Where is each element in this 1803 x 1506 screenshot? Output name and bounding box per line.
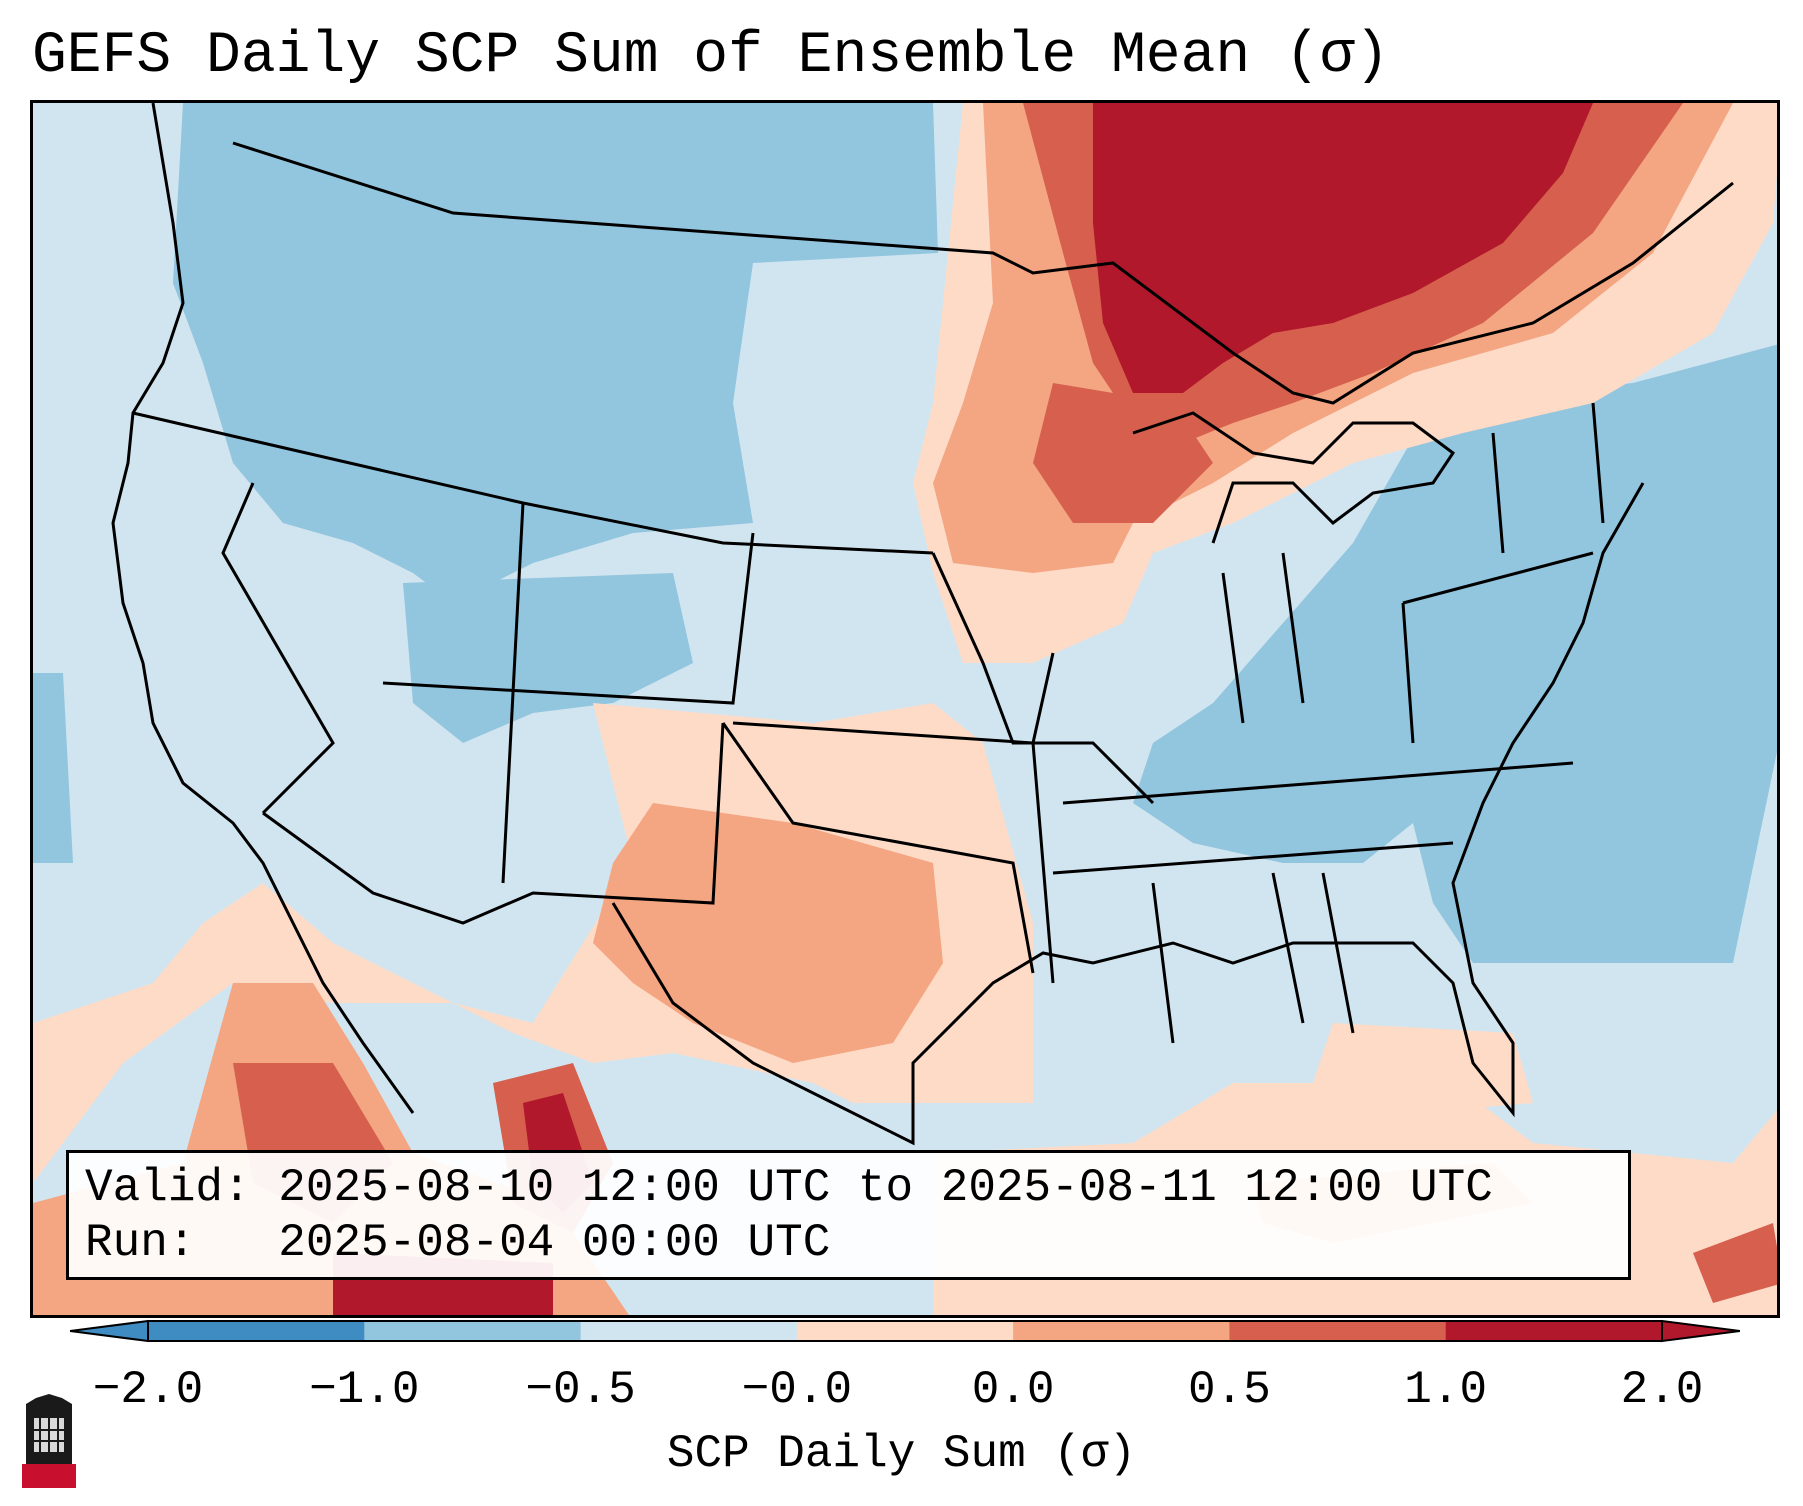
boundary-lines <box>111 103 1734 1146</box>
colorbar-tick-label: −1.0 <box>309 1364 420 1416</box>
negative-anomaly-pacific <box>33 673 73 863</box>
map-panel <box>30 100 1780 1318</box>
colorbar-extend-high <box>1661 1319 1740 1343</box>
colorbar-tick-label: −0.5 <box>525 1364 636 1416</box>
colorbar-tick-label: 1.0 <box>1404 1364 1488 1416</box>
utah-arizona-line <box>501 502 525 884</box>
colorbar-outline <box>147 1320 1663 1342</box>
negative-anomaly-east-atlantic <box>1133 344 1777 963</box>
northeast-state-lines <box>1402 402 1605 605</box>
logo-badge-icon <box>22 1464 76 1488</box>
midwest-state-lines <box>1221 552 1415 744</box>
moderate-anomaly-texas <box>593 803 943 1063</box>
colorbar-tick-label: 0.5 <box>1188 1364 1271 1416</box>
colorbar-tick-label: −2.0 <box>92 1364 204 1416</box>
high-anomaly-wisconsin <box>1033 383 1213 523</box>
nevada-border <box>221 482 335 815</box>
colorbar-segment <box>1445 1321 1663 1341</box>
positive-anomaly-florida-straits <box>1313 1023 1533 1113</box>
deep-south-state-lines <box>1151 872 1355 1044</box>
colorbar-segment <box>364 1321 582 1341</box>
chart-title: GEFS Daily SCP Sum of Ensemble Mean (σ) <box>32 24 1390 89</box>
map-svg <box>33 103 1777 1315</box>
run-time-text: Run: 2025-08-04 00:00 UTC <box>85 1217 831 1269</box>
gulf-and-east-coast <box>611 482 1645 1146</box>
logo-window-grid-icon <box>34 1418 64 1452</box>
central-west-lines <box>382 532 755 705</box>
colorbar-tick-label: 0.0 <box>971 1364 1055 1416</box>
niu-logo <box>20 1394 78 1490</box>
mississippi-river <box>931 552 1155 805</box>
texas-north-border <box>721 722 1035 974</box>
colorbar-tick-label: 2.0 <box>1620 1364 1704 1416</box>
colorbar-segment <box>1229 1321 1447 1341</box>
north-tier-southline <box>132 411 934 555</box>
arkansas-louisiana-line <box>1031 742 1055 984</box>
extreme-anomaly-ontario <box>1093 103 1593 393</box>
valid-time-text: Valid: 2025-08-10 12:00 UTC to 2025-08-1… <box>85 1162 1493 1214</box>
negative-anomaly-great-basin <box>403 573 693 743</box>
great-lakes-outline <box>1132 411 1456 544</box>
west-coastline <box>111 103 415 1114</box>
southeast-lines <box>1052 841 1454 875</box>
colorbar-label: SCP Daily Sum (σ) <box>666 1428 1137 1480</box>
negative-anomaly-northwest <box>173 103 938 603</box>
colorbar-segment <box>148 1321 365 1341</box>
validity-info-box: Valid: 2025-08-10 12:00 UTC to 2025-08-1… <box>66 1150 1631 1280</box>
southwest-border <box>262 722 725 925</box>
northern-border <box>232 141 1734 405</box>
colorbar-extend-low <box>70 1319 149 1343</box>
colorbar-tick-label: −0.0 <box>741 1364 853 1416</box>
colorbar-segment <box>796 1321 1014 1341</box>
high-anomaly-hispaniola <box>1693 1223 1777 1303</box>
colorbar-segment <box>1013 1321 1230 1341</box>
colorbar-segment <box>580 1321 798 1341</box>
colorbar <box>70 1319 1740 1343</box>
